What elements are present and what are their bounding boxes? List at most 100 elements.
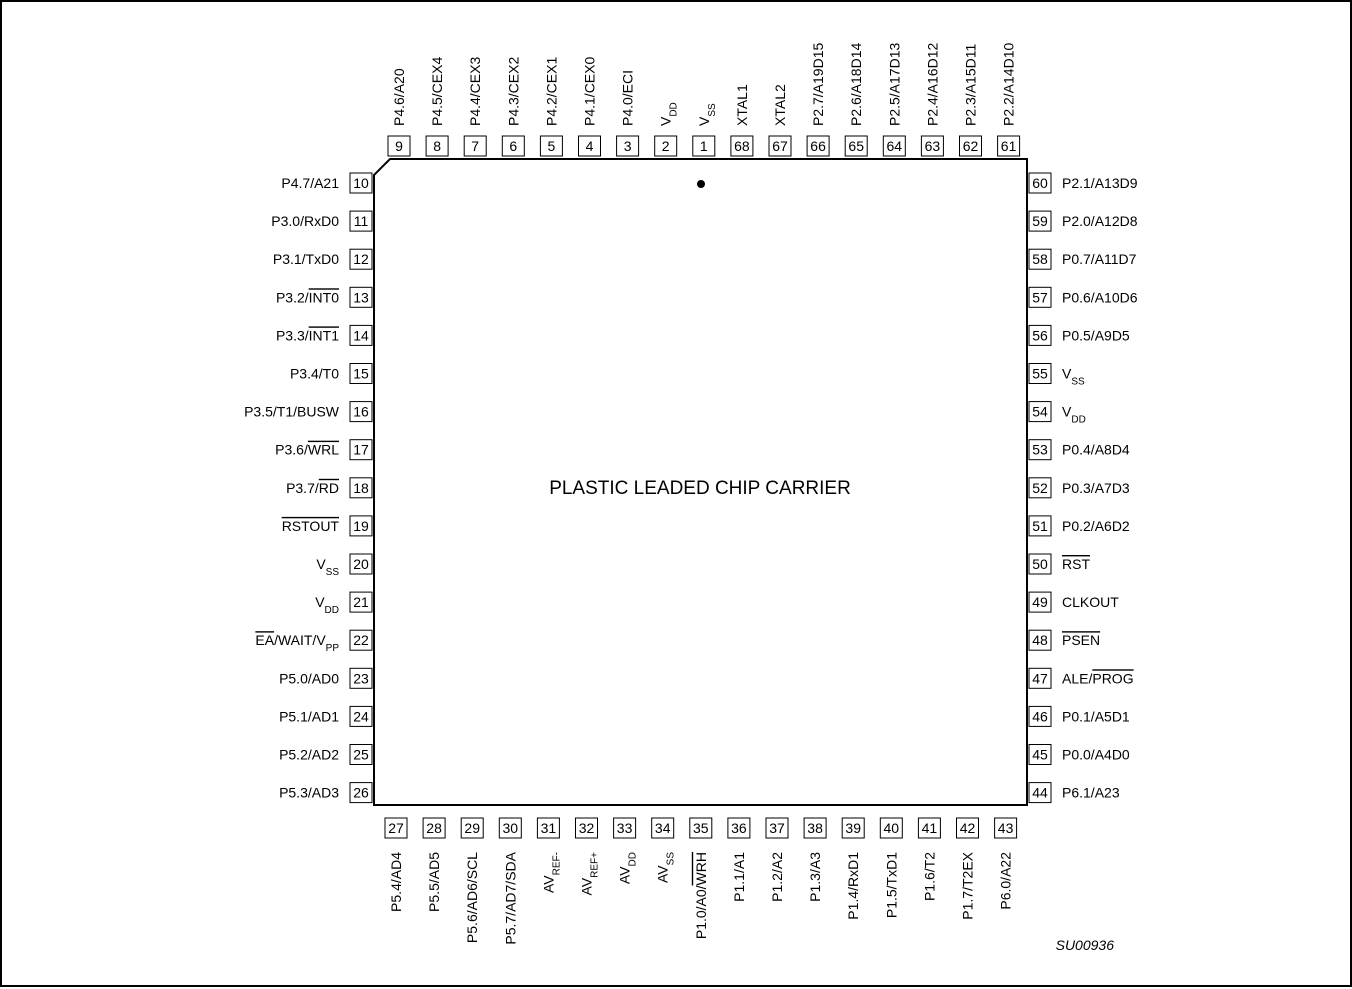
pin-number: 44 <box>1032 785 1048 801</box>
pin-number: 35 <box>693 820 709 836</box>
pin-26-p5-3-ad3: 26 P5.3/AD3 <box>279 782 373 804</box>
pin-box <box>692 135 716 157</box>
pin-number: 20 <box>353 556 369 572</box>
pin-5-p4-2-cex1: 5 P4.2/CEX1 <box>539 57 563 157</box>
pin-68-xtal1: 68 XTAL1 <box>730 84 754 157</box>
pin-label: P2.4/A16D12 <box>924 43 940 126</box>
pin-23-p5-0-ad0: 23 P5.0/AD0 <box>279 667 373 689</box>
pin-box <box>425 135 449 157</box>
pin-47-ale-prog: 47 ALE/PROG <box>1028 667 1134 689</box>
pin-35-p1-0-a0-wrh: 35 P1.0/A0/WRH <box>689 817 713 939</box>
pin-66-p2-7-a19d15: 66 P2.7/A19D15 <box>806 43 830 157</box>
pin-label: P2.2/A14D10 <box>1001 43 1017 126</box>
pin-box <box>920 135 944 157</box>
pin-number: 18 <box>353 480 369 496</box>
pin-number: 14 <box>353 327 369 343</box>
pin-63-p2-4-a16d12: 63 P2.4/A16D12 <box>920 43 944 157</box>
pin-24-p5-1-ad1: 24 P5.1/AD1 <box>279 705 373 727</box>
pin-number: 49 <box>1032 594 1048 610</box>
pin-box <box>1028 210 1052 232</box>
pin-box <box>956 817 979 839</box>
pin-label: P5.1/AD1 <box>279 708 339 724</box>
pin-label: AVSS <box>655 852 677 883</box>
pin-number: 41 <box>922 820 938 836</box>
pin-number: 11 <box>354 213 369 229</box>
pin-box <box>349 172 373 194</box>
pin-label: P3.0/RxD0 <box>271 213 339 229</box>
pin-label: P1.7/T2EX <box>960 851 976 919</box>
pin-45-p0-0-a4d0: 45 P0.0/A4D0 <box>1028 744 1130 765</box>
pin-box <box>613 817 637 839</box>
pin-number: 65 <box>848 138 864 154</box>
pin-box <box>387 135 411 157</box>
pin-36-p1-1-a1: 36 P1.1/A1 <box>727 817 751 902</box>
pin-box <box>803 817 827 839</box>
pin-number: 46 <box>1032 708 1048 724</box>
pin-8-p4-5-cex4: 8 P4.5/CEX4 <box>425 57 449 157</box>
pin-number: 52 <box>1032 480 1048 496</box>
pin-box <box>349 210 373 232</box>
pin-62-p2-3-a15d11: 62 P2.3/A15D11 <box>959 44 982 157</box>
pin-label: P1.4/RxD1 <box>845 852 861 920</box>
pin-13-p3-2-int0: 13 P3.2/INT0 <box>276 286 373 308</box>
pin-39-p1-4-rxd1: 39 P1.4/RxD1 <box>841 817 865 920</box>
pin-label: P1.2/A2 <box>769 852 785 902</box>
pin-label: P1.6/T2 <box>921 852 937 901</box>
pin-label: RSTOUT <box>282 518 340 534</box>
pin-38-p1-3-a3: 38 P1.3/A3 <box>803 817 827 902</box>
pin-box <box>1028 401 1052 423</box>
pin-15-p3-4-t0: 15 P3.4/T0 <box>290 363 373 384</box>
pin-box <box>765 817 789 839</box>
pin-box <box>730 135 754 157</box>
pins-group: 9 P4.6/A20 8 P4.5/CEX4 7 P4.4/CEX3 6 P4.3/CEX2 5… <box>244 43 1138 945</box>
pin-number: 24 <box>353 708 369 724</box>
pin-20-vss: 20 VSS <box>316 553 373 578</box>
pin-number: 36 <box>731 820 747 836</box>
pin-box <box>1028 363 1052 384</box>
pin-number: 7 <box>471 138 479 154</box>
pin-55-vss: 55 VSS <box>1028 363 1085 387</box>
pin-22-ea-wait-vpp: 22 EA/WAIT/VPP <box>255 629 373 654</box>
pin-label: P3.5/T1/BUSW <box>244 404 340 420</box>
pin-box <box>498 817 522 839</box>
pin-number: 25 <box>353 747 369 763</box>
pin-number: 68 <box>734 138 750 154</box>
pin-28-p5-5-ad5: 28 P5.5/AD5 <box>422 817 446 912</box>
pin-box <box>349 401 373 423</box>
pin-box <box>349 477 373 499</box>
pin-34-avss: 34 AVSS <box>651 817 677 883</box>
pin-box <box>575 817 598 839</box>
pin-box <box>349 705 373 727</box>
pin-17-p3-6-wrl: 17 P3.6/WRL <box>275 439 373 461</box>
pin-number: 26 <box>353 785 369 801</box>
pin-number: 63 <box>925 138 941 154</box>
pin-label: P5.2/AD2 <box>279 747 339 763</box>
figure-code: SU00936 <box>1056 937 1115 953</box>
pin-box <box>689 817 713 839</box>
pin-number: 28 <box>426 820 442 836</box>
pin-number: 64 <box>887 138 903 154</box>
pin-number: 21 <box>353 594 369 610</box>
pin-label: VDD <box>315 594 339 616</box>
pin-3-p4-0-eci: 3 P4.0/ECI <box>616 70 640 157</box>
pin-box <box>422 817 446 839</box>
pin-number: 62 <box>963 138 979 154</box>
pin-27-p5-4-ad4: 27 P5.4/AD4 <box>384 817 408 912</box>
pin-label: P3.3/INT1 <box>276 327 339 343</box>
pin-18-p3-7-rd: 18 P3.7/RD <box>286 477 373 499</box>
pin-2-vdd: 2 VDD <box>654 102 679 157</box>
pin-label: P2.6/A18D14 <box>848 43 864 126</box>
pin-number: 27 <box>388 820 404 836</box>
pin-label: P5.5/AD5 <box>426 852 442 912</box>
pin-number: 12 <box>353 251 369 267</box>
pin-12-p3-1-txd0: 12 P3.1/TxD0 <box>273 248 373 270</box>
pin-32-avref: 32 AVREF+ <box>575 817 600 895</box>
pin-box <box>768 135 792 157</box>
pin-number: 31 <box>541 820 557 836</box>
pin-number: 57 <box>1032 289 1048 305</box>
pin-box <box>806 135 830 157</box>
pin-number: 39 <box>845 820 861 836</box>
pin-number: 19 <box>353 518 369 534</box>
pin-number: 3 <box>624 138 632 154</box>
